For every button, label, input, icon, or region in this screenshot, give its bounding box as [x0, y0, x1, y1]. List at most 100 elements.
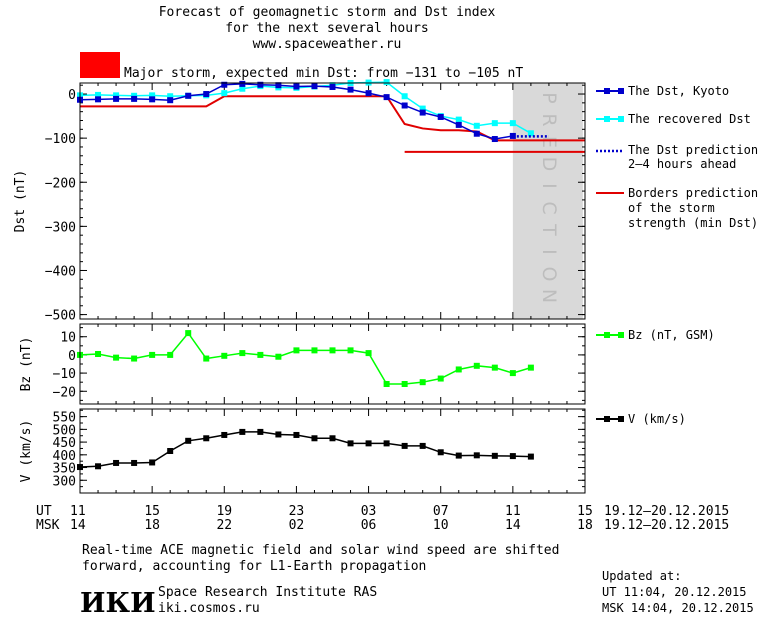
x-tick-label-msk: 18 — [144, 518, 160, 533]
legend-label-dst-kyoto: The Dst, Kyoto — [628, 84, 729, 98]
x-tick-label-ut: 11 — [70, 504, 86, 519]
bz-panel: 10 0 −10 −20 Bz (nT) — [19, 323, 586, 405]
dst-axis-label: Dst (nT) — [13, 170, 28, 233]
v-point — [527, 453, 534, 460]
legend-recovered-marker — [604, 116, 610, 122]
v-point — [365, 440, 372, 447]
dst-recovered-point — [95, 91, 102, 98]
bz-point — [275, 353, 282, 360]
v-y-tick-label: 350 — [53, 462, 76, 477]
dst-recovered-point — [473, 122, 480, 129]
dst-recovered-point — [221, 90, 228, 97]
bz-point — [113, 354, 120, 361]
dst-kyoto-point — [131, 95, 138, 102]
dst-kyoto-point — [257, 81, 264, 88]
prediction-letter: I — [538, 249, 560, 255]
v-axis-label: V (km/s) — [19, 420, 34, 483]
dst-y-tick-label: 0 — [68, 88, 76, 103]
bz-point — [527, 364, 534, 371]
bz-y-tick-label: 10 — [60, 331, 76, 346]
dst-y-tick-label: −100 — [45, 132, 76, 147]
bz-point — [293, 347, 300, 354]
bz-point — [383, 381, 390, 387]
institute-name: Space Research Institute RAS — [158, 585, 377, 600]
legend-label-v: V (km/s) — [628, 412, 686, 426]
dst-kyoto-point — [221, 81, 228, 88]
x-tick-label-msk: 14 — [505, 518, 521, 533]
bz-point — [95, 351, 102, 357]
v-point — [311, 435, 318, 442]
bz-plot-frame — [79, 323, 586, 405]
dst-kyoto-point — [491, 136, 498, 143]
v-point — [275, 431, 282, 438]
bz-y-tick-label: −10 — [53, 367, 76, 382]
updated-msk: MSK 14:04, 20.12.2015 — [602, 601, 754, 615]
legend-kyoto-marker — [604, 88, 610, 94]
chart-title-line1: Forecast of geomagnetic storm and Dst in… — [159, 5, 496, 20]
v-point — [131, 459, 138, 466]
dst-kyoto-point — [437, 113, 444, 120]
website-url[interactable]: www.spaceweather.ru — [253, 37, 402, 52]
legend-bz-marker — [618, 332, 624, 338]
x-tick-label-msk: 02 — [289, 518, 305, 533]
dst-kyoto-point — [185, 92, 192, 99]
v-plot-frame — [79, 408, 586, 494]
bz-point — [221, 352, 228, 359]
v-point — [257, 428, 264, 435]
bz-point — [491, 364, 498, 371]
v-point — [149, 459, 156, 466]
v-point — [491, 452, 498, 459]
prediction-letter: O — [538, 267, 560, 282]
prediction-letter: I — [538, 183, 560, 189]
bz-point — [401, 381, 408, 387]
bz-point — [365, 350, 372, 357]
dst-kyoto-point — [167, 97, 174, 104]
v-point — [167, 448, 174, 454]
prediction-letter: R — [538, 113, 560, 126]
bz-point — [347, 347, 354, 354]
legend-label-bz: Bz (nT, GSM) — [628, 328, 715, 342]
v-point — [437, 449, 444, 456]
institute-site[interactable]: iki.cosmos.ru — [158, 601, 260, 616]
dst-recovered-point — [113, 92, 120, 99]
dst-kyoto-point — [401, 102, 408, 109]
v-point — [239, 428, 246, 435]
v-point — [401, 442, 408, 449]
dst-recovered-point — [383, 79, 390, 86]
storm-level-swatch — [80, 52, 120, 78]
dst-recovered-point — [419, 105, 426, 112]
dst-series — [77, 79, 585, 153]
legend-v-marker — [604, 416, 610, 422]
msk-date-range: 19.12–20.12.2015 — [604, 518, 729, 533]
dst-recovered-point — [239, 85, 246, 92]
dst-kyoto-point — [365, 90, 372, 97]
prediction-letter: C — [538, 201, 560, 214]
bz-series — [77, 330, 534, 387]
bz-point — [509, 370, 516, 377]
footer-note-line2: forward, accounting for L1-Earth propaga… — [82, 559, 426, 574]
v-x-ticks — [79, 409, 586, 493]
dst-kyoto-point — [329, 83, 336, 90]
prediction-band — [512, 83, 583, 319]
v-point — [95, 463, 102, 470]
legend-recovered-marker — [618, 116, 624, 122]
dst-recovered-point — [455, 116, 462, 123]
dst-y-tick-label: −200 — [45, 176, 76, 191]
dst-x-ticks — [79, 83, 586, 319]
legend-item-dst-kyoto: The Dst, Kyoto — [596, 84, 729, 98]
dst-recovered-line — [79, 81, 532, 134]
bz-x-ticks — [79, 324, 586, 404]
bz-point — [473, 362, 480, 369]
bz-point — [167, 351, 174, 358]
dst-y-tick-label: −400 — [45, 264, 76, 279]
v-series — [77, 428, 534, 471]
legend-label-dst-prediction-line1: The Dst prediction — [628, 143, 758, 157]
dst-kyoto-point — [455, 121, 462, 128]
dst-plot-frame — [79, 82, 586, 320]
legend-item-borders: Borders prediction of the storm strength… — [596, 186, 758, 230]
dst-recovered-point — [131, 92, 138, 99]
prediction-letter: D — [538, 157, 560, 172]
